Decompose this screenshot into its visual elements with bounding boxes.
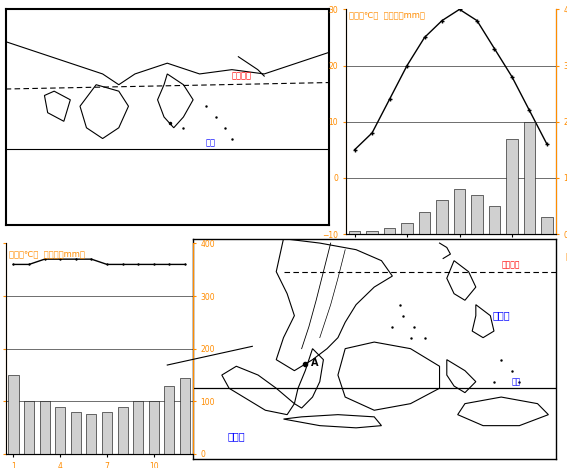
Bar — [437, 200, 448, 234]
Bar — [149, 401, 159, 454]
Text: 气温（℃）  降水量（mm）: 气温（℃） 降水量（mm） — [349, 12, 425, 21]
Text: 赤道: 赤道 — [512, 377, 522, 386]
Bar — [133, 401, 143, 454]
Bar — [506, 139, 518, 234]
Bar — [349, 231, 360, 234]
Bar — [401, 223, 413, 234]
Bar — [86, 415, 96, 454]
Bar — [366, 231, 378, 234]
Bar — [180, 378, 190, 454]
Bar — [71, 412, 81, 454]
Bar — [419, 212, 430, 234]
Text: 太平洋: 太平洋 — [492, 311, 510, 321]
Bar — [40, 401, 50, 454]
Bar — [24, 401, 34, 454]
Bar — [164, 386, 175, 454]
Bar — [117, 407, 128, 454]
Bar — [471, 195, 483, 234]
Bar — [9, 375, 19, 454]
Text: 气温（℃）  降水量（mm）: 气温（℃） 降水量（mm） — [9, 250, 84, 259]
Bar — [102, 412, 112, 454]
Bar — [384, 228, 395, 234]
Text: 赤道: 赤道 — [206, 138, 216, 147]
Text: A: A — [311, 358, 318, 368]
Text: 印度洋: 印度洋 — [227, 431, 245, 442]
Bar — [524, 122, 535, 234]
Text: 北回归线: 北回归线 — [501, 261, 520, 270]
Bar — [489, 206, 500, 234]
Text: 北回归线: 北回归线 — [232, 72, 252, 80]
Bar — [541, 217, 553, 234]
Text: 月: 月 — [566, 252, 567, 261]
Bar — [454, 189, 465, 234]
Bar — [55, 407, 65, 454]
